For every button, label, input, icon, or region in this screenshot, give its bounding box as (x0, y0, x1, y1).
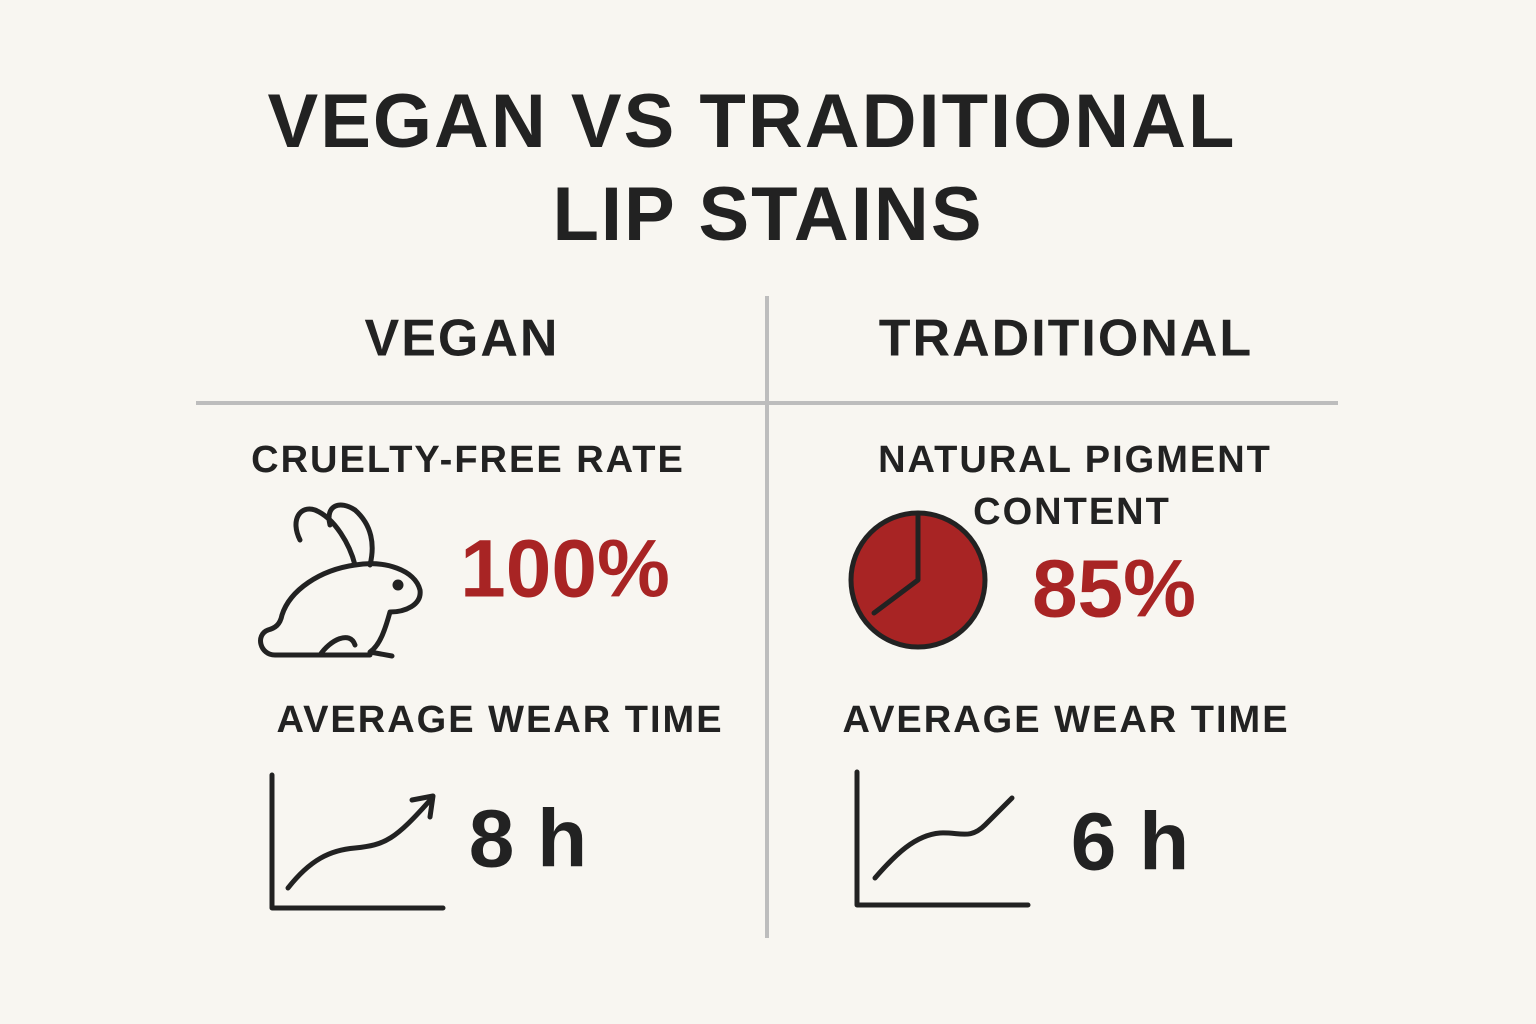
metric-label: NATURAL PIGMENT (878, 439, 1272, 481)
column-heading: VEGAN (365, 310, 560, 368)
metric-value: 100% (460, 524, 670, 615)
trend-icon (854, 769, 1031, 908)
column-heading: TRADITIONAL (879, 310, 1253, 368)
metric-value: 85% (1032, 544, 1196, 635)
metric-label: CRUELTY-FREE RATE (251, 439, 685, 481)
rabbit-icon (258, 502, 423, 659)
pie-icon (848, 510, 988, 650)
metric-value: 6 h (1071, 797, 1189, 888)
metric-label: AVERAGE WEAR TIME (276, 699, 723, 741)
metric-label: AVERAGE WEAR TIME (842, 699, 1289, 741)
metric-label: CONTENT (973, 491, 1171, 533)
trend-icon (269, 772, 446, 911)
metric-value: 8 h (469, 794, 587, 885)
title-line: VEGAN VS TRADITIONAL (268, 79, 1237, 164)
title-line: LIP STAINS (552, 172, 983, 257)
